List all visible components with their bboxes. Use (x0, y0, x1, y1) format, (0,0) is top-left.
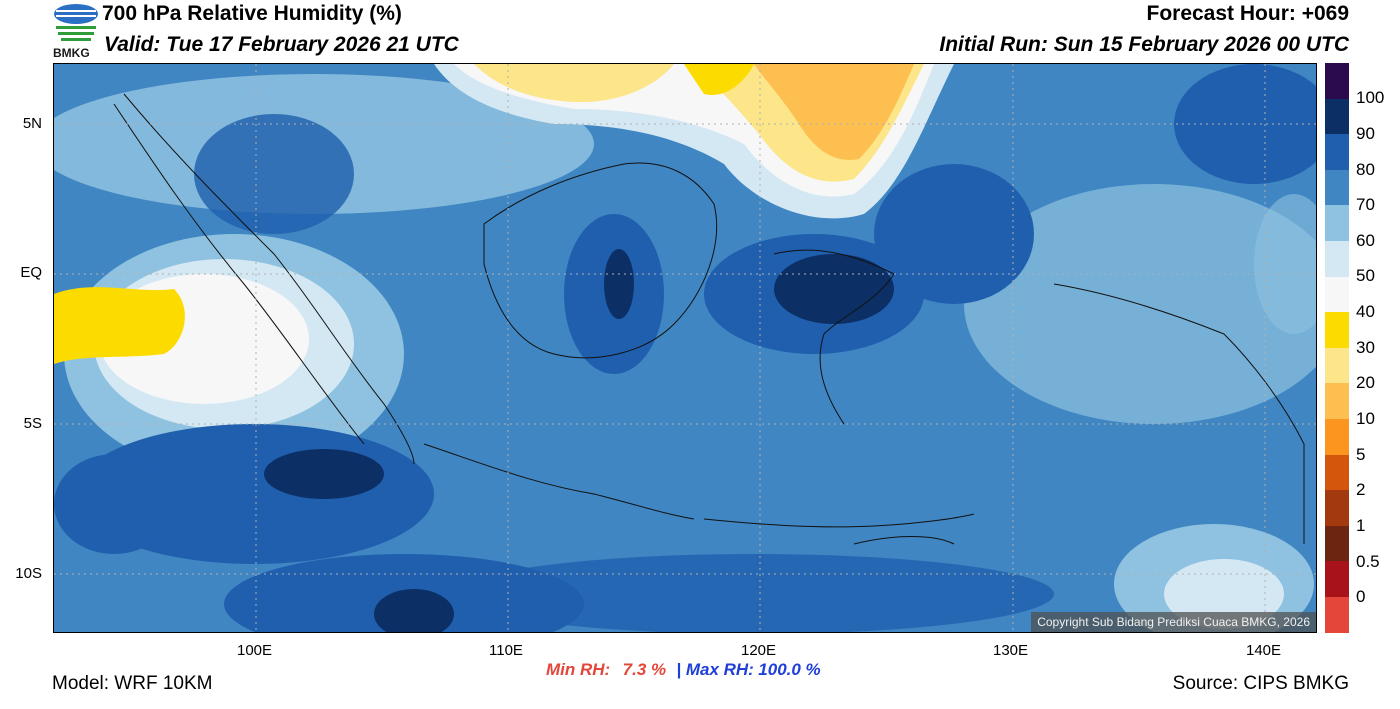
lon-label: 130E (993, 642, 1029, 659)
logo-text: BMKG (53, 46, 90, 60)
colorbar-segment (1325, 561, 1349, 597)
copyright-note: Copyright Sub Bidang Prediksi Cuaca BMKG… (1031, 612, 1316, 632)
lon-label: 120E (741, 642, 777, 659)
colorbar-segment (1325, 347, 1349, 384)
source-label: Source: CIPS BMKG (1172, 673, 1349, 694)
colorbar-segment (1325, 63, 1349, 99)
colorbar-label: 5 (1356, 445, 1366, 464)
colorbar-label: 70 (1356, 195, 1375, 214)
colorbar-segment (1325, 596, 1349, 633)
colorbar-segment (1325, 169, 1349, 206)
lat-label: 10S (15, 565, 42, 582)
colorbar-label: 0.5 (1356, 552, 1380, 571)
colorbar-label: 80 (1356, 160, 1375, 179)
model-label: Model: WRF 10KM (52, 673, 213, 694)
colorbar-label: 100 (1356, 88, 1385, 107)
rh-stats: Min RH: 7.3 % | Max RH: 100.0 % (546, 660, 821, 680)
colorbar-segment (1325, 490, 1349, 526)
colorbar-segment (1325, 383, 1349, 419)
max-rh-label: Max RH: (685, 660, 754, 679)
colorbar-label: 60 (1356, 231, 1375, 250)
colorbar-segment (1325, 276, 1349, 313)
valid-time: Valid: Tue 17 February 2026 21 UTC (104, 33, 459, 56)
colorbar-label: 50 (1356, 266, 1375, 285)
lon-label: 110E (489, 642, 523, 659)
lat-label: 5S (23, 415, 42, 432)
colorbar-label: 1 (1356, 516, 1366, 535)
colorbar-segment (1325, 205, 1349, 241)
min-rh-value: 7.3 % (622, 660, 667, 679)
colorbar-segment (1325, 454, 1349, 491)
forecast-hour: Forecast Hour: +069 (1146, 2, 1350, 25)
colorbar-label: 0 (1356, 587, 1366, 606)
colorbar-label: 40 (1356, 302, 1375, 321)
colorbar-segment (1325, 418, 1349, 455)
colorbar-label: 90 (1356, 124, 1375, 143)
map-title: 700 hPa Relative Humidity (%) (102, 2, 402, 25)
colorbar-segment (1325, 98, 1349, 135)
lat-label: 5N (22, 115, 42, 132)
humidity-field (54, 64, 1316, 632)
humidity-map: Copyright Sub Bidang Prediksi Cuaca BMKG… (53, 63, 1317, 633)
lon-label: 140E (1246, 642, 1282, 659)
lat-label: EQ (20, 264, 42, 281)
colorbar-segment (1325, 312, 1349, 348)
colorbar-label: 2 (1356, 480, 1366, 499)
colorbar-label: 30 (1356, 338, 1375, 357)
initial-run: Initial Run: Sun 15 February 2026 00 UTC (939, 33, 1349, 56)
bmkg-logo: BMKG (52, 2, 100, 60)
colorbar (1325, 63, 1349, 633)
colorbar-segment (1325, 525, 1349, 562)
colorbar-segment (1325, 240, 1349, 277)
lon-label: 100E (237, 642, 273, 659)
colorbar-label: 10 (1356, 409, 1375, 428)
bmkg-logo-icon (54, 4, 98, 41)
min-rh-label: Min RH: (546, 660, 611, 679)
colorbar-label: 20 (1356, 373, 1375, 392)
colorbar-segment (1325, 134, 1349, 170)
max-rh-value: 100.0 % (758, 660, 821, 679)
stats-separator: | (676, 660, 682, 679)
